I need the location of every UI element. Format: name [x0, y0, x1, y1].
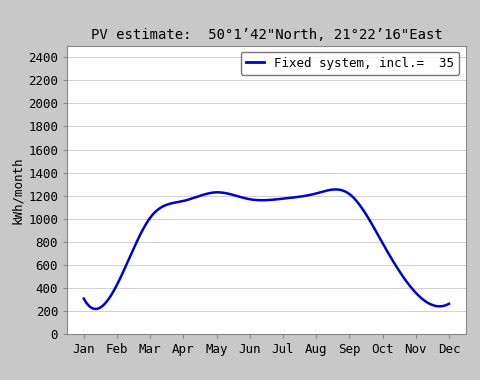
Legend: Fixed system, incl.=  35: Fixed system, incl.= 35 — [240, 52, 459, 75]
Title: PV estimate:  50°1’42"North, 21°22’16"East: PV estimate: 50°1’42"North, 21°22’16"Eas… — [91, 28, 442, 42]
Y-axis label: kWh/month: kWh/month — [11, 156, 24, 224]
